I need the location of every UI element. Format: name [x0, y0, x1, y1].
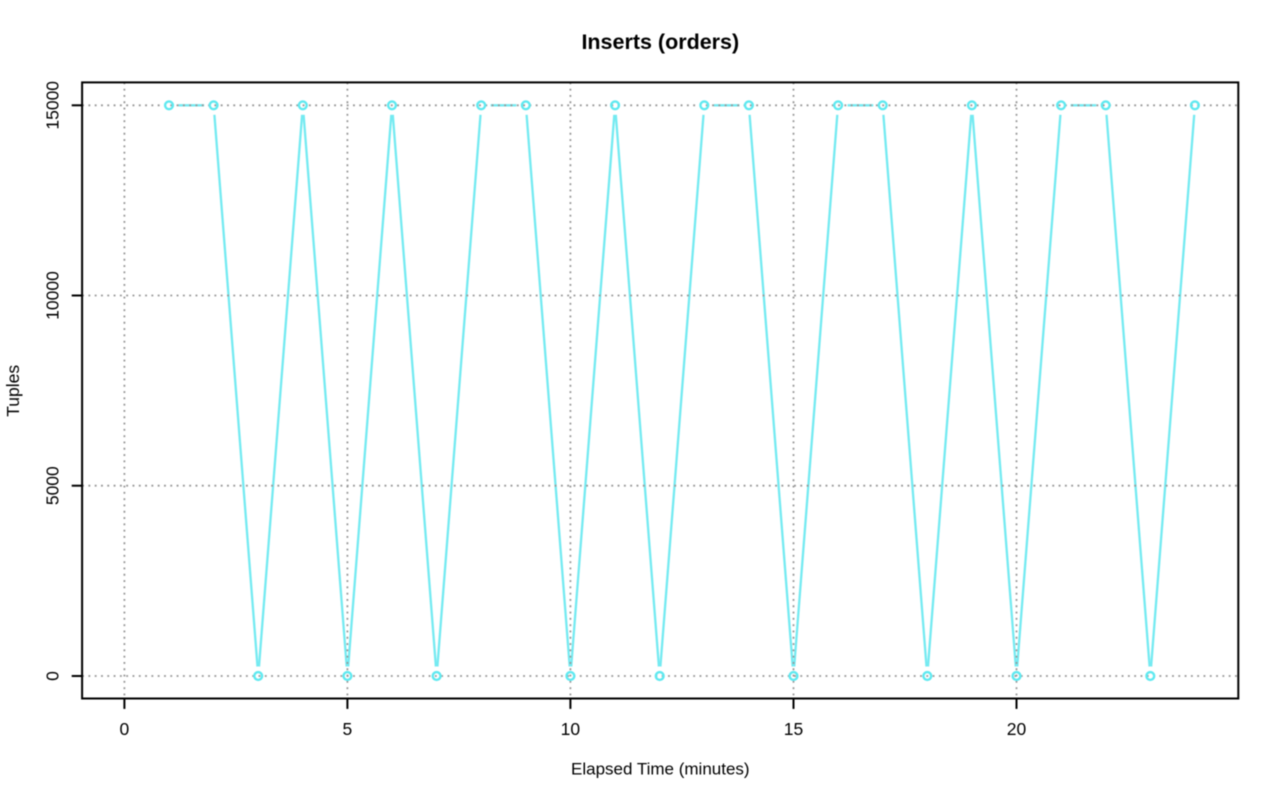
svg-text:5000: 5000	[43, 466, 63, 505]
svg-text:15: 15	[784, 719, 803, 739]
svg-text:Inserts (orders): Inserts (orders)	[581, 30, 739, 54]
svg-text:10000: 10000	[43, 271, 63, 320]
svg-text:20: 20	[1007, 719, 1027, 739]
svg-text:Elapsed Time (minutes): Elapsed Time (minutes)	[571, 760, 750, 779]
svg-text:0: 0	[120, 719, 130, 739]
svg-text:5: 5	[343, 719, 353, 739]
svg-text:10: 10	[561, 719, 581, 739]
svg-text:0: 0	[43, 671, 63, 681]
svg-text:15000: 15000	[43, 81, 63, 130]
svg-text:Tuples: Tuples	[3, 365, 23, 417]
